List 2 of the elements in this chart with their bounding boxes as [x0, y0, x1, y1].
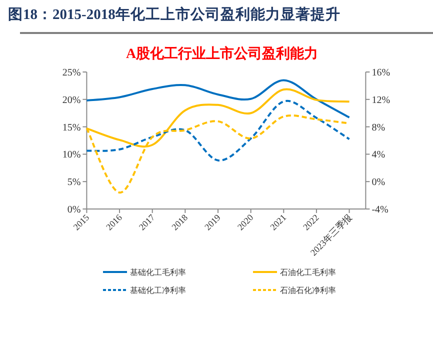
- subtitle: A股化工行业上市公司盈利能力: [126, 47, 318, 62]
- title: 图18：2015-2018年化工上市公司盈利能力显著提升: [8, 7, 340, 23]
